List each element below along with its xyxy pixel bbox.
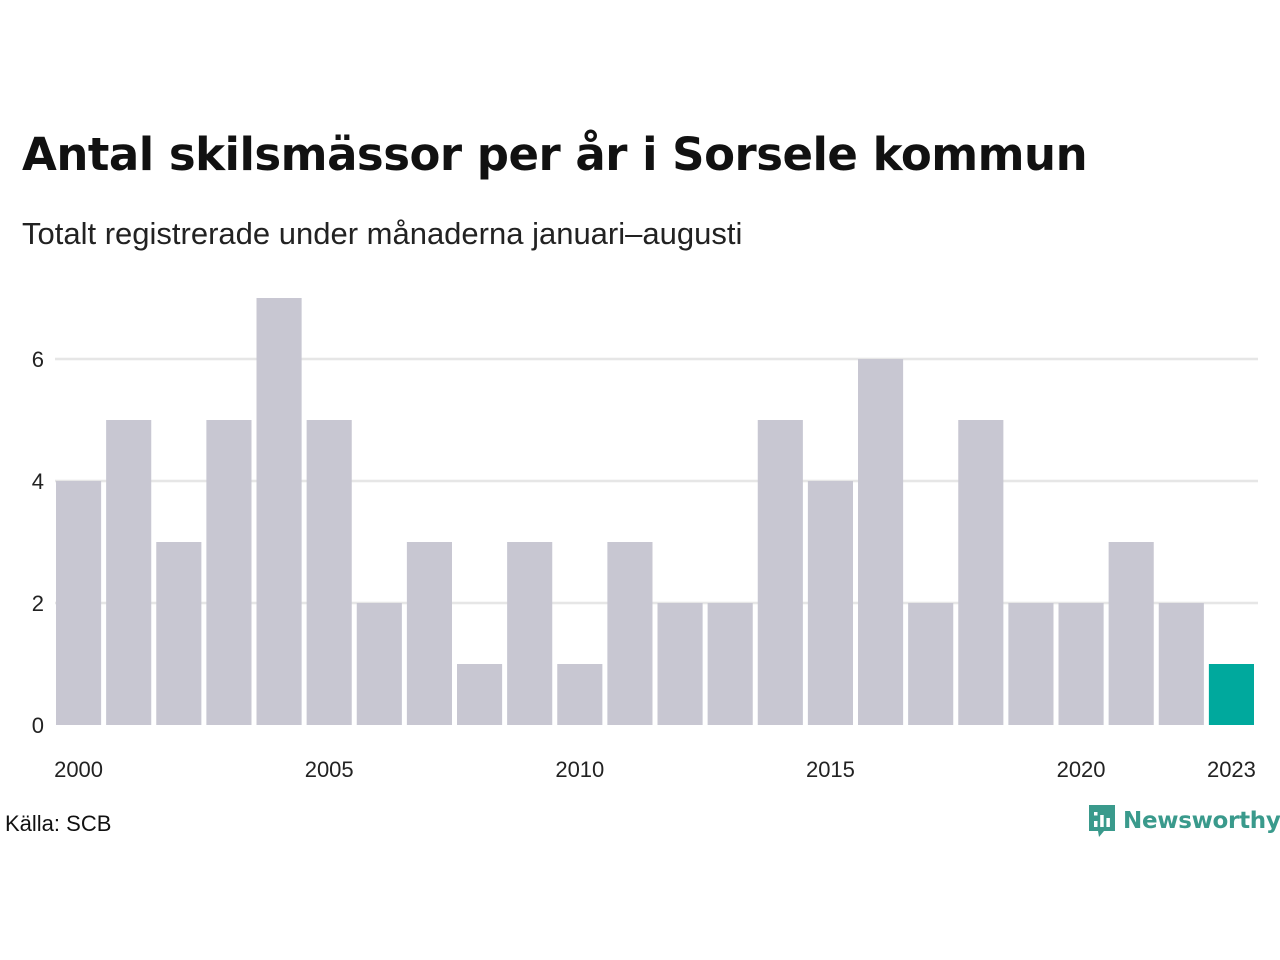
bar-2020 xyxy=(1058,603,1104,725)
chart-title: Antal skilsmässor per år i Sorsele kommu… xyxy=(22,128,1088,181)
x-tick-label: 2000 xyxy=(54,757,103,782)
x-axis-ticks: 2000 2005 2010 2015 2020 2023 xyxy=(54,757,1256,782)
x-tick-label: 2005 xyxy=(305,757,354,782)
y-tick-label: 2 xyxy=(32,591,44,616)
bar-2004 xyxy=(256,298,302,725)
brand-name: Newsworthy xyxy=(1123,808,1280,834)
bars xyxy=(56,298,1254,725)
bar-2008 xyxy=(457,664,503,725)
bar-2001 xyxy=(106,420,152,725)
gridlines xyxy=(55,357,1258,605)
bar-chart: 0 2 4 6 2000 2005 2010 2015 2020 2023 xyxy=(32,298,1258,782)
y-tick-label: 0 xyxy=(32,713,44,738)
bar-2017 xyxy=(908,603,954,725)
y-tick-label: 4 xyxy=(32,469,44,494)
bar-2014 xyxy=(757,420,803,725)
bar-2019 xyxy=(1008,603,1054,725)
bar-2022 xyxy=(1158,603,1204,725)
brand-logo[interactable]: Newsworthy xyxy=(1087,803,1280,839)
bar-2002 xyxy=(156,542,202,725)
bar-2016 xyxy=(858,359,904,725)
bar-2007 xyxy=(406,542,452,725)
y-tick-label: 6 xyxy=(32,347,44,372)
bar-2011 xyxy=(607,542,653,725)
bar-2000 xyxy=(56,481,102,725)
source-note: Källa: SCB xyxy=(5,811,112,836)
bar-2012 xyxy=(657,603,703,725)
x-tick-label: 2023 xyxy=(1207,757,1256,782)
bar-2010 xyxy=(557,664,603,725)
bar-2013 xyxy=(707,603,753,725)
bar-2003 xyxy=(206,420,252,725)
bar-2005 xyxy=(306,420,352,725)
bar-2009 xyxy=(507,542,553,725)
newsworthy-logo-icon xyxy=(1089,805,1115,837)
bar-2018 xyxy=(958,420,1004,725)
x-tick-label: 2020 xyxy=(1057,757,1106,782)
y-axis-ticks: 0 2 4 6 xyxy=(32,347,44,738)
bar-2015 xyxy=(807,481,853,725)
chart-subtitle: Totalt registrerade under månaderna janu… xyxy=(22,216,743,251)
bar-2006 xyxy=(356,603,402,725)
x-tick-label: 2015 xyxy=(806,757,855,782)
x-tick-label: 2010 xyxy=(555,757,604,782)
bar-2021 xyxy=(1108,542,1154,725)
bar-2023 xyxy=(1208,664,1254,725)
